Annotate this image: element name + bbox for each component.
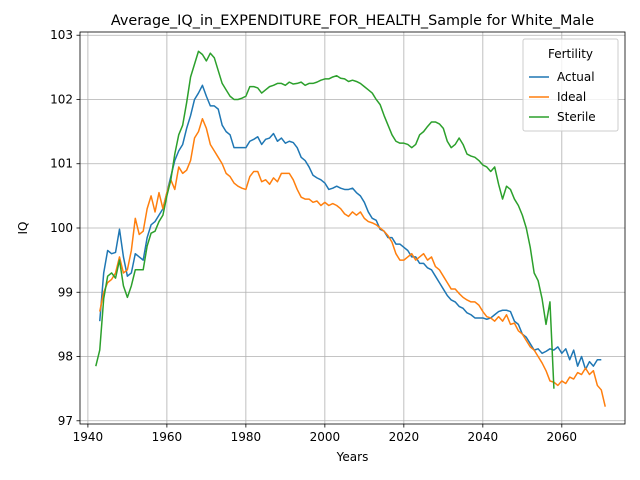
x-tick-label: 1980	[231, 430, 262, 444]
legend-label-ideal: Ideal	[557, 90, 586, 104]
series-line-actual	[99, 84, 602, 371]
y-tick-label: 97	[58, 414, 73, 428]
legend-title: Fertility	[548, 47, 593, 61]
y-tick-label: 98	[58, 350, 73, 364]
series-line-ideal	[99, 118, 606, 407]
x-axis-ticks: 1940 1960 1980 2000 2020 2040 2060	[73, 424, 577, 444]
legend-box	[522, 38, 619, 132]
x-axis-label: Years	[336, 450, 369, 464]
y-axis-label: IQ	[16, 222, 30, 235]
x-tick-label: 1960	[152, 430, 183, 444]
legend: Fertility Actual Ideal Sterile	[522, 38, 619, 132]
y-tick-label: 100	[50, 221, 73, 235]
x-tick-label: 2040	[468, 430, 499, 444]
y-tick-label: 102	[50, 92, 73, 106]
x-tick-label: 1940	[73, 430, 104, 444]
grid-lines	[80, 32, 625, 424]
legend-label-sterile: Sterile	[557, 110, 596, 124]
y-axis-ticks: 97 98 99 100 101 102 103	[50, 28, 80, 428]
series-lines	[95, 50, 606, 407]
legend-entries: Actual Ideal Sterile	[529, 70, 596, 124]
y-tick-label: 99	[58, 285, 73, 299]
x-tick-label: 2000	[310, 430, 341, 444]
y-tick-label: 103	[50, 28, 73, 42]
x-tick-label: 2020	[389, 430, 420, 444]
x-tick-label: 2060	[547, 430, 578, 444]
legend-label-actual: Actual	[557, 70, 595, 84]
series-line-sterile	[95, 50, 555, 389]
y-tick-label: 101	[50, 157, 73, 171]
chart-title: Average_IQ_in_EXPENDITURE_FOR_HEALTH_Sam…	[111, 13, 594, 29]
